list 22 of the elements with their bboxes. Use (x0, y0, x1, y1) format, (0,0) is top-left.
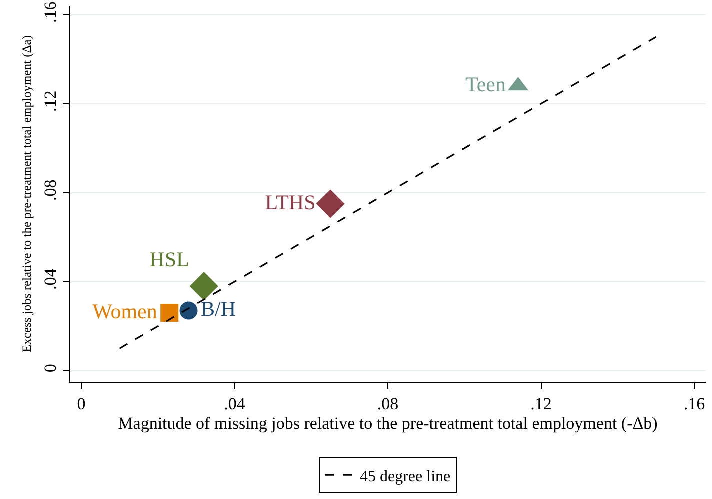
series-label: Women (92, 299, 158, 324)
point (180, 302, 198, 320)
point (160, 304, 179, 322)
y-tick-label: .16 (41, 2, 60, 23)
series-label: Teen (466, 72, 507, 96)
x-tick-label: .04 (224, 394, 246, 414)
x-tick-label: .16 (684, 394, 706, 414)
series-label: B/H (201, 297, 236, 322)
x-axis-title: Magnitude of missing jobs relative to the pre-treatment total employment (-Δb) (118, 414, 658, 433)
x-tick-label: .12 (530, 394, 552, 414)
x-tick-label: .08 (377, 394, 399, 414)
legend-label: 45 degree line (360, 468, 451, 486)
series-label: HSL (150, 247, 190, 272)
y-tick-label: .12 (41, 90, 60, 112)
point (316, 190, 345, 218)
point (190, 272, 218, 301)
y-axis-title: Excess jobs relative to the pre-treatment total employment (Δa) (20, 36, 34, 352)
x-tick-label: 0 (77, 394, 86, 414)
y-tick-label: 0 (41, 364, 60, 373)
y-tick-label: .04 (41, 268, 60, 290)
y-tick-label: .08 (41, 180, 60, 201)
series-label: LTHS (265, 190, 316, 214)
